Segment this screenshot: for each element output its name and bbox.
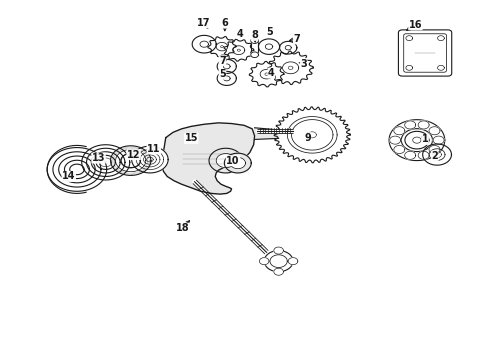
Text: 3: 3 [300,59,307,68]
Text: 4: 4 [268,68,275,78]
Polygon shape [288,258,298,265]
Polygon shape [288,66,293,69]
Polygon shape [308,132,317,138]
Polygon shape [259,258,269,265]
Text: 13: 13 [92,153,105,163]
Polygon shape [209,148,243,173]
Text: 12: 12 [127,150,140,159]
Polygon shape [406,66,413,70]
Polygon shape [217,71,236,85]
Polygon shape [264,251,293,272]
Text: 15: 15 [184,133,198,143]
Text: 5: 5 [219,69,226,79]
Polygon shape [217,59,236,73]
Polygon shape [268,51,313,85]
Text: 9: 9 [304,133,311,143]
Polygon shape [230,157,245,169]
Polygon shape [438,66,444,70]
Text: 2: 2 [431,151,438,161]
Polygon shape [389,120,445,161]
Polygon shape [47,148,107,191]
Polygon shape [270,255,287,267]
Polygon shape [394,127,405,135]
Polygon shape [418,151,429,159]
FancyBboxPatch shape [404,34,446,72]
Polygon shape [237,49,240,51]
Polygon shape [258,39,280,54]
Polygon shape [208,36,236,57]
Polygon shape [251,52,258,58]
Text: 7: 7 [294,34,300,44]
Polygon shape [274,247,283,254]
Polygon shape [251,38,258,44]
Text: 11: 11 [147,144,161,154]
Polygon shape [438,36,444,41]
Text: 16: 16 [409,20,422,30]
Text: 10: 10 [226,156,240,166]
Polygon shape [255,128,279,139]
Text: 18: 18 [176,223,190,233]
Polygon shape [224,39,254,61]
Polygon shape [406,36,413,41]
Polygon shape [429,127,440,135]
Polygon shape [413,137,421,143]
Text: 6: 6 [221,18,228,28]
Polygon shape [265,73,269,76]
Text: 5: 5 [267,27,273,37]
Polygon shape [249,62,284,87]
Polygon shape [274,107,350,163]
Text: 1: 1 [422,134,428,144]
Polygon shape [274,268,283,275]
Polygon shape [132,146,168,173]
Text: 4: 4 [237,28,244,39]
Polygon shape [251,41,258,55]
Text: 17: 17 [197,18,211,28]
Polygon shape [280,41,297,54]
Polygon shape [162,123,255,194]
Polygon shape [220,46,223,48]
Text: 8: 8 [251,30,258,40]
Polygon shape [433,136,444,144]
Polygon shape [429,145,440,154]
Polygon shape [390,136,401,144]
FancyBboxPatch shape [398,30,452,76]
Polygon shape [216,154,235,168]
Polygon shape [418,121,429,129]
Polygon shape [192,35,216,53]
Polygon shape [423,144,451,165]
Text: 7: 7 [219,56,226,66]
Polygon shape [394,145,405,154]
Polygon shape [111,146,151,175]
Polygon shape [405,151,416,159]
Polygon shape [224,153,251,173]
Polygon shape [82,145,130,180]
Polygon shape [405,121,416,129]
Polygon shape [122,154,166,163]
Text: 14: 14 [62,171,75,181]
